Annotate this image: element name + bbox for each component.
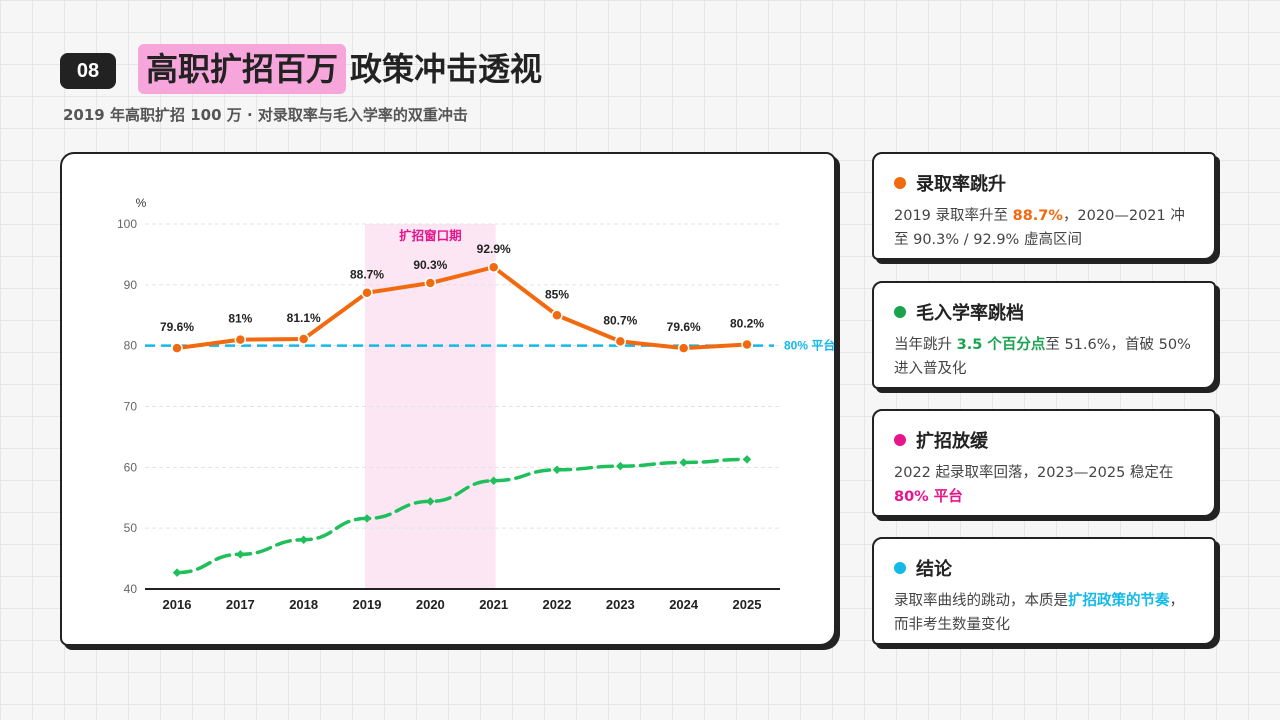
section-number-badge: 08 [60, 53, 116, 89]
card-title: 毛入学率跳档 [916, 303, 1024, 324]
y-tick-label: 50 [124, 521, 138, 535]
admission-rate-point [424, 277, 437, 289]
gross-enrollment-point [616, 461, 625, 471]
data-label: 90.3% [413, 258, 447, 272]
card-text: ，而非考生数量变化 [894, 593, 1184, 633]
gross-enrollment-point [489, 476, 498, 485]
card-dot-icon [894, 177, 906, 189]
reference-line-label: 80% 平台 [784, 338, 834, 353]
data-label: 88.7% [350, 268, 384, 282]
admission-rate-point [551, 309, 563, 321]
gross-enrollment-point [552, 465, 562, 475]
line-chart: 扩招窗口期 40 50 60 70 80 90 100% 2016 2017 2018 2019 202… [117, 196, 834, 612]
x-tick-label: 2021 [479, 597, 508, 612]
card-text: 至 51.6%，首破 50% 进入普及化 [894, 337, 1191, 377]
card-title: 扩招放缓 [916, 431, 988, 452]
data-label: 81.1% [287, 311, 321, 325]
chart-card: 扩招窗口期 40 50 60 70 80 90 100% 2016 2017 2018 2019 202… [60, 152, 836, 646]
card-dot-icon [894, 434, 906, 446]
y-tick-label: 40 [124, 582, 138, 596]
card-text: 当年跳升 [894, 337, 957, 353]
data-label: 79.6% [667, 320, 701, 334]
x-tick-label: 2025 [733, 597, 762, 612]
data-label: 85% [545, 287, 569, 301]
x-tick-label: 2020 [416, 597, 445, 612]
admission-rate-line [176, 265, 748, 351]
x-tick-label: 2019 [353, 597, 382, 612]
card-text: 录取率曲线的跳动，本质是 [894, 593, 1068, 609]
title-highlight: 高职扩招百万 [138, 44, 347, 94]
y-tick-label: 60 [124, 460, 138, 474]
admission-rate-point [361, 286, 373, 299]
admission-rate-point [741, 338, 753, 351]
y-axis-unit: % [136, 196, 147, 210]
data-label: 80.2% [730, 316, 764, 330]
card-highlight-text: 扩招政策的节奏 [1068, 593, 1170, 609]
card-dot-icon [894, 562, 906, 574]
card-title: 录取率跳升 [916, 174, 1006, 195]
card-title: 结论 [916, 559, 952, 580]
data-label: 81% [228, 312, 252, 326]
insight-card-1: 录取率跳升 2019 录取率升至 88.7%，2020—2021 冲至 90.3… [872, 152, 1216, 260]
card-body: 录取率曲线的跳动，本质是扩招政策的节奏，而非考生数量变化 [894, 589, 1196, 637]
admission-rate-point [614, 335, 627, 348]
card-body: 2019 录取率升至 88.7%，2020—2021 冲至 90.3% / 92… [894, 204, 1196, 252]
y-tick-label: 90 [124, 278, 138, 292]
x-tick-label: 2023 [606, 597, 635, 612]
insight-card-3: 扩招放缓 2022 起录取率回落，2023—2025 稳定在 80% 平台 [872, 409, 1216, 517]
card-text: 2019 录取率升至 [894, 208, 1013, 224]
card-body: 当年跳升 3.5 个百分点至 51.6%，首破 50% 进入普及化 [894, 333, 1196, 381]
card-highlight-text: 80% 平台 [894, 489, 963, 505]
y-tick-label: 70 [124, 400, 138, 414]
gross-enrollment-line [175, 457, 749, 575]
y-tick-label: 100 [117, 217, 137, 231]
admission-rate-point [487, 261, 500, 273]
gross-enrollment-point [172, 568, 182, 577]
admission-rate-point [297, 333, 310, 345]
y-tick-label: 80 [124, 339, 138, 353]
insight-card-4: 结论 录取率曲线的跳动，本质是扩招政策的节奏，而非考生数量变化 [872, 537, 1216, 645]
gross-enrollment-point [299, 535, 308, 544]
page-subtitle: 2019 年高职扩招 100 万 · 对录取率与毛入学率的双重冲击 [63, 106, 468, 124]
card-text: ，2020—2021 冲至 90.3% / 92.9% 虚高区间 [894, 208, 1185, 248]
data-label: 79.6% [160, 320, 194, 334]
x-tick-label: 2024 [669, 597, 699, 612]
gross-enrollment-point [236, 550, 245, 559]
x-tick-label: 2022 [543, 597, 572, 612]
data-label: 80.7% [603, 313, 637, 327]
gross-enrollment-point [426, 497, 435, 506]
card-highlight-text: 3.5 个百分点 [956, 337, 1046, 353]
card-text: 2022 起录取率回落，2023—2025 稳定在 [894, 465, 1174, 481]
admission-rate-point [234, 333, 247, 346]
admission-rate-point [677, 342, 690, 354]
gross-enrollment-point [679, 458, 688, 467]
x-tick-label: 2016 [163, 597, 192, 612]
admission-rate-point [171, 342, 183, 354]
gross-enrollment-point [742, 455, 752, 464]
gross-enrollment-point [362, 514, 372, 523]
card-body: 2022 起录取率回落，2023—2025 稳定在 80% 平台 [894, 461, 1196, 509]
card-dot-icon [894, 306, 906, 318]
x-tick-label: 2017 [226, 597, 255, 612]
insight-card-2: 毛入学率跳档 当年跳升 3.5 个百分点至 51.6%，首破 50% 进入普及化 [872, 281, 1216, 389]
page-title: 高职扩招百万 政策冲击透视 [138, 44, 542, 94]
band-label: 扩招窗口期 [399, 228, 462, 243]
title-rest: 政策冲击透视 [350, 50, 543, 88]
data-label: 92.9% [477, 242, 511, 256]
x-tick-label: 2018 [289, 597, 318, 612]
card-highlight-text: 88.7% [1012, 208, 1063, 224]
